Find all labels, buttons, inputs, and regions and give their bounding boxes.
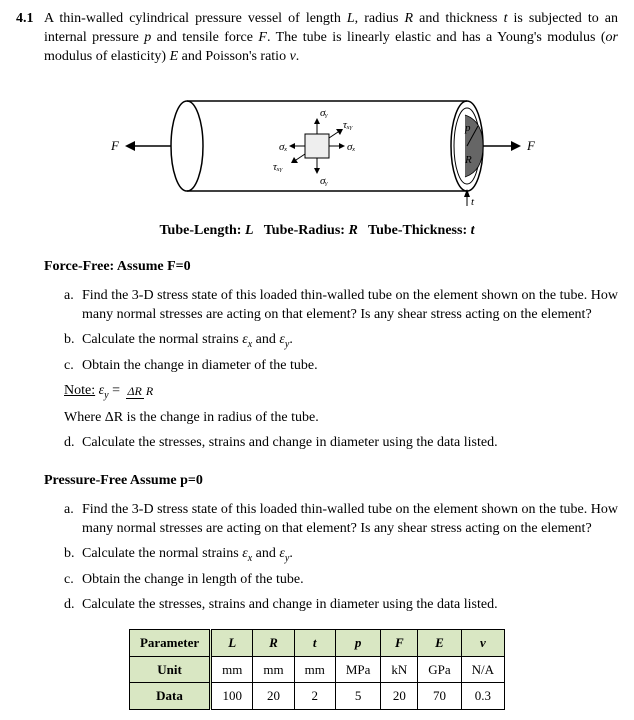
table-cell: 2 xyxy=(294,683,335,710)
pressurefree-a: Find the 3-D stress state of this loaded… xyxy=(82,501,618,539)
forcefree-b: Calculate the normal strains εx and εy. xyxy=(82,331,618,351)
table-cell: mm xyxy=(294,656,335,683)
svg-text:σₓ: σₓ xyxy=(279,141,288,153)
figure-f-left: F xyxy=(110,138,120,153)
pressurefree-b: Calculate the normal strains εx and εy. xyxy=(82,545,618,565)
pressurefree-heading: Pressure-Free Assume p=0 xyxy=(44,472,618,491)
table-row: Unit mm mm mm MPa kN GPa N/A xyxy=(129,656,504,683)
forcefree-a: Find the 3-D stress state of this loaded… xyxy=(82,287,618,325)
figure-p-label: p xyxy=(464,122,471,134)
item-mark: b. xyxy=(64,545,82,565)
item-mark: c. xyxy=(64,571,82,590)
problem-number: 4.1 xyxy=(16,10,44,67)
forcefree-list: a.Find the 3-D stress state of this load… xyxy=(64,287,618,376)
pressurefree-c: Obtain the change in length of the tube. xyxy=(82,571,618,590)
table-header-row: Parameter L R t p F E ν xyxy=(129,630,504,657)
figure-caption: Tube-Length: L Tube-Radius: R Tube-Thick… xyxy=(16,222,618,241)
item-mark: d. xyxy=(64,596,82,615)
table-header: R xyxy=(253,630,294,657)
forcefree-heading: Force-Free: Assume F=0 xyxy=(44,258,618,277)
figure-f-right: F xyxy=(526,138,536,153)
item-mark: a. xyxy=(64,287,82,325)
svg-text:σₓ: σₓ xyxy=(347,141,356,153)
svg-text:σᵧ: σᵧ xyxy=(320,175,328,187)
table-header: t xyxy=(294,630,335,657)
pressurefree-list: a.Find the 3-D stress state of this load… xyxy=(64,501,618,615)
table-header: p xyxy=(335,630,381,657)
table-header: E xyxy=(418,630,461,657)
forcefree-where: Where ΔR is the change in radius of the … xyxy=(64,409,618,428)
table-cell: N/A xyxy=(461,656,504,683)
table-rowhead: Unit xyxy=(129,656,210,683)
table-cell: mm xyxy=(253,656,294,683)
item-mark: c. xyxy=(64,357,82,376)
figure-t-label: t xyxy=(471,196,475,208)
item-mark: b. xyxy=(64,331,82,351)
problem-statement: A thin-walled cylindrical pressure vesse… xyxy=(44,10,618,67)
table-rowhead: Data xyxy=(129,683,210,710)
table-cell: 70 xyxy=(418,683,461,710)
table-cell: 0.3 xyxy=(461,683,504,710)
table-header: L xyxy=(211,630,253,657)
table-cell: kN xyxy=(381,656,418,683)
svg-text:τₓᵧ: τₓᵧ xyxy=(273,161,283,173)
figure-cylinder: p R t F F σₓ σₓ σᵧ σᵧ τₓᵧ τₓᵧ xyxy=(16,81,618,218)
table-cell: mm xyxy=(211,656,253,683)
svg-text:σᵧ: σᵧ xyxy=(320,107,328,119)
table-cell: 20 xyxy=(381,683,418,710)
table-cell: 5 xyxy=(335,683,381,710)
table-row: Data 100 20 2 5 20 70 0.3 xyxy=(129,683,504,710)
table-cell: MPa xyxy=(335,656,381,683)
table-cell: 100 xyxy=(211,683,253,710)
table-header: Parameter xyxy=(129,630,210,657)
data-table: Parameter L R t p F E ν Unit mm mm mm MP… xyxy=(129,629,505,710)
item-mark: d. xyxy=(64,434,82,453)
table-cell: 20 xyxy=(253,683,294,710)
table-header: ν xyxy=(461,630,504,657)
svg-text:τₓᵧ: τₓᵧ xyxy=(343,119,353,131)
forcefree-c: Obtain the change in diameter of the tub… xyxy=(82,357,618,376)
item-mark: a. xyxy=(64,501,82,539)
pressurefree-d: Calculate the stresses, strains and chan… xyxy=(82,596,618,615)
table-header: F xyxy=(381,630,418,657)
figure-r-label: R xyxy=(464,154,472,166)
forcefree-note: Note: εy = ΔRR xyxy=(64,382,618,402)
forcefree-d: Calculate the stresses, strains and chan… xyxy=(82,434,618,453)
table-cell: GPa xyxy=(418,656,461,683)
